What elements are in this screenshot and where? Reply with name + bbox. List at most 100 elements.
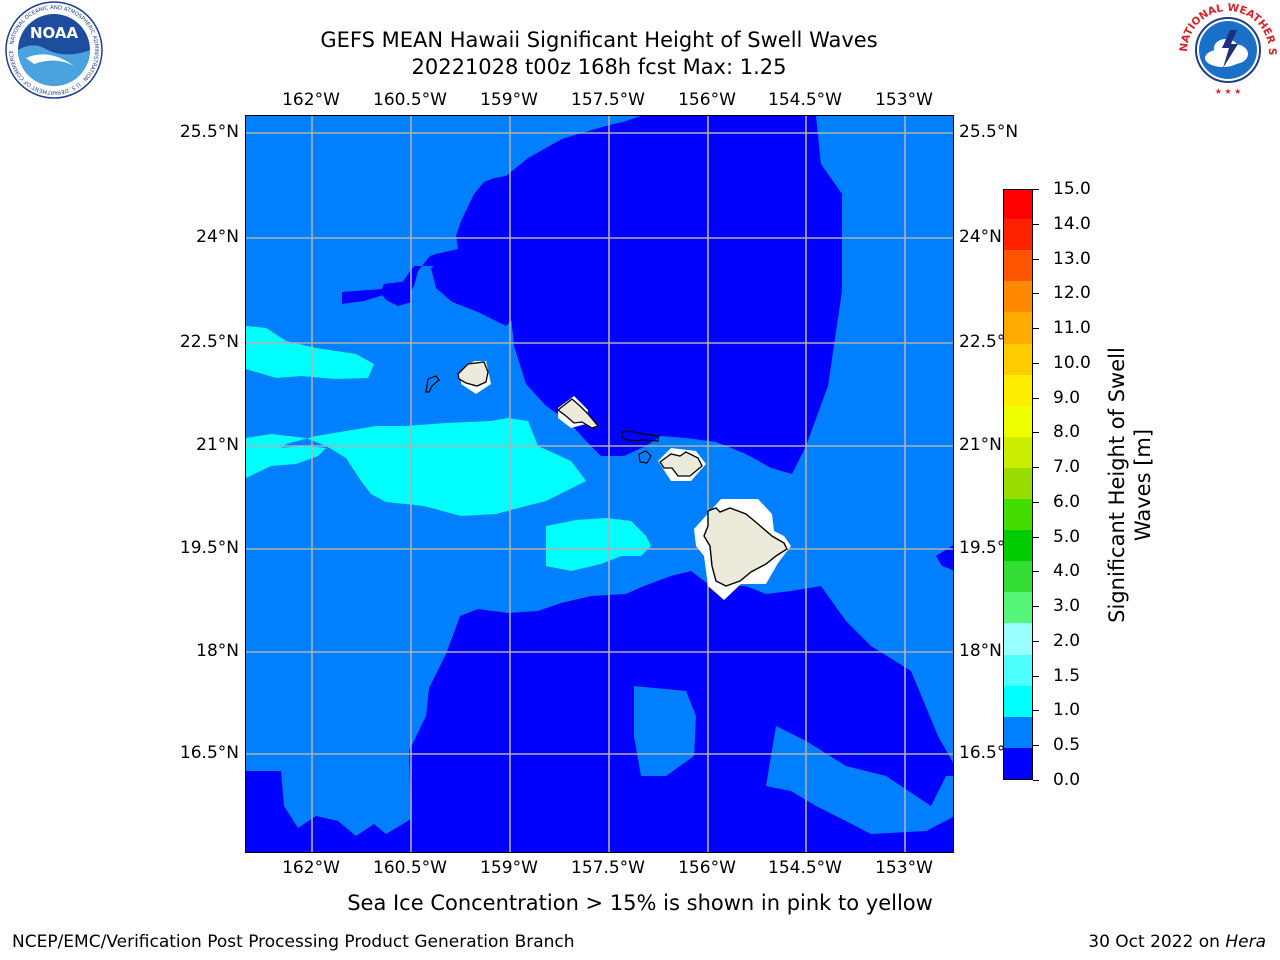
colorbar-tick-label: 12.0 xyxy=(1053,283,1091,304)
colorbar-tick-label: 5.0 xyxy=(1053,526,1081,547)
footer-date: 30 Oct 2022 on Hera xyxy=(1088,932,1266,952)
colorbar-band xyxy=(1004,467,1032,500)
colorbar-tick-label: 14.0 xyxy=(1053,213,1091,234)
swell-band-1-1p5-northwest xyxy=(246,326,374,379)
colorbar-band xyxy=(1004,529,1032,562)
colorbar-tick xyxy=(1033,675,1039,677)
colorbar-tick-label: 11.0 xyxy=(1053,318,1091,339)
swell-band-1-1p5-west xyxy=(246,418,586,516)
colorbar-band xyxy=(1004,374,1032,406)
island-oahu xyxy=(556,398,600,429)
lat-label-left: 18°N xyxy=(196,641,239,661)
island-kauai xyxy=(457,361,489,387)
colorbar-band xyxy=(1004,249,1032,282)
lon-label-bottom: 162°W xyxy=(282,858,340,878)
colorbar-tick-label: 10.0 xyxy=(1053,352,1091,373)
footer-machine: Hera xyxy=(1225,932,1266,952)
footer-date-text: 30 Oct 2022 on xyxy=(1088,932,1226,952)
colorbar-band xyxy=(1004,280,1032,313)
colorbar-tick xyxy=(1033,710,1039,712)
colorbar-tick-label: 1.0 xyxy=(1053,700,1081,721)
national-weather-service-logo-icon: NATIONAL WEATHER SERVICE ★ ★ ★ xyxy=(1172,0,1280,100)
lat-label-right: 21°N xyxy=(959,435,1002,455)
colorbar-tick-label: 3.0 xyxy=(1053,596,1081,617)
colorbar-tick xyxy=(1033,501,1039,503)
colorbar-tick xyxy=(1033,432,1039,434)
lat-label-left: 25.5°N xyxy=(179,122,239,142)
swell-band-1-1p5-west-inner xyxy=(246,446,326,478)
hawaiian-islands xyxy=(425,361,791,600)
sea-ice-note: Sea Ice Concentration > 15% is shown in … xyxy=(347,891,933,915)
map-gridlines xyxy=(246,116,953,852)
colorbar-tick-label: 1.5 xyxy=(1053,665,1081,686)
lon-label-top: 154.5°W xyxy=(768,90,842,110)
swell-band-0-0p5-nw xyxy=(380,281,412,306)
colorbar-tick-label: 0.5 xyxy=(1053,735,1081,756)
lat-label-right: 25.5°N xyxy=(959,122,1019,142)
colorbar-band xyxy=(1004,190,1032,220)
colorbar-tick-label: 15.0 xyxy=(1053,179,1091,199)
colorbar-band xyxy=(1004,343,1032,375)
colorbar-tick xyxy=(1033,640,1039,642)
lon-label-bottom: 157.5°W xyxy=(571,858,645,878)
colorbar-band xyxy=(1004,405,1032,437)
island-maui xyxy=(659,451,703,477)
colorbar-band xyxy=(1004,218,1032,251)
swell-band-0-0p5-nw2 xyxy=(431,236,516,326)
lat-label-right: 24°N xyxy=(959,227,1002,247)
colorbar-band xyxy=(1004,654,1032,686)
colorbar-band xyxy=(1004,747,1032,779)
colorbar xyxy=(1003,189,1033,780)
chart-title: GEFS MEAN Hawaii Significant Height of S… xyxy=(320,28,878,52)
lat-label-left: 24°N xyxy=(196,227,239,247)
lon-label-bottom: 159°W xyxy=(480,858,538,878)
colorbar-tick xyxy=(1033,745,1039,747)
swell-band-0p5-1-south-east xyxy=(766,726,953,834)
lat-label-left: 19.5°N xyxy=(179,538,239,558)
colorbar-tick-label: 2.0 xyxy=(1053,630,1081,651)
swell-band-0-0p5-north xyxy=(342,116,842,474)
lat-label-left: 21°N xyxy=(196,435,239,455)
noaa-logo-text: NOAA xyxy=(30,24,79,42)
colorbar-tick xyxy=(1033,606,1039,608)
colorbar-tick-label: 8.0 xyxy=(1053,422,1081,443)
chart-subtitle: 20221028 t00z 168h fcst Max: 1.25 xyxy=(411,55,787,79)
colorbar-band xyxy=(1004,685,1032,717)
colorbar-tick xyxy=(1033,189,1039,190)
lon-label-bottom: 156°W xyxy=(678,858,736,878)
colorbar-tick xyxy=(1033,328,1039,330)
lon-label-top: 157.5°W xyxy=(571,90,645,110)
colorbar-tick xyxy=(1033,467,1039,469)
island-niihau xyxy=(425,375,440,393)
island-lanai xyxy=(638,450,652,464)
colorbar-tick-label: 9.0 xyxy=(1053,387,1081,408)
lon-label-bottom: 153°W xyxy=(875,858,933,878)
island-molokai xyxy=(621,430,659,442)
lat-label-right: 18°N xyxy=(959,641,1002,661)
island-hawaii xyxy=(703,507,788,587)
colorbar-tick xyxy=(1033,536,1039,538)
lat-label-left: 22.5°N xyxy=(179,332,239,352)
colorbar-tick xyxy=(1033,223,1039,225)
lat-label-left: 16.5°N xyxy=(179,743,239,763)
lon-label-top: 160.5°W xyxy=(373,90,447,110)
colorbar-tick-label: 6.0 xyxy=(1053,491,1081,512)
colorbar-tick xyxy=(1033,571,1039,573)
colorbar-band xyxy=(1004,436,1032,468)
lon-label-top: 153°W xyxy=(875,90,933,110)
colorbar-band xyxy=(1004,560,1032,593)
colorbar-band xyxy=(1004,716,1032,748)
footer-credit: NCEP/EMC/Verification Post Processing Pr… xyxy=(12,932,575,952)
swell-height-map xyxy=(245,115,954,853)
noaa-logo-icon: NOAA NATIONAL OCEANIC AND ATMOSPHERIC AD… xyxy=(4,0,104,100)
lon-label-bottom: 160.5°W xyxy=(373,858,447,878)
colorbar-tick-label: 7.0 xyxy=(1053,457,1081,478)
colorbar-band xyxy=(1004,498,1032,531)
lon-label-top: 156°W xyxy=(678,90,736,110)
lon-label-top: 162°W xyxy=(282,90,340,110)
swell-band-1-1p5-central xyxy=(546,518,651,571)
colorbar-tick xyxy=(1033,362,1039,364)
lon-label-bottom: 154.5°W xyxy=(768,858,842,878)
colorbar-tick xyxy=(1033,258,1039,260)
lon-label-top: 159°W xyxy=(480,90,538,110)
